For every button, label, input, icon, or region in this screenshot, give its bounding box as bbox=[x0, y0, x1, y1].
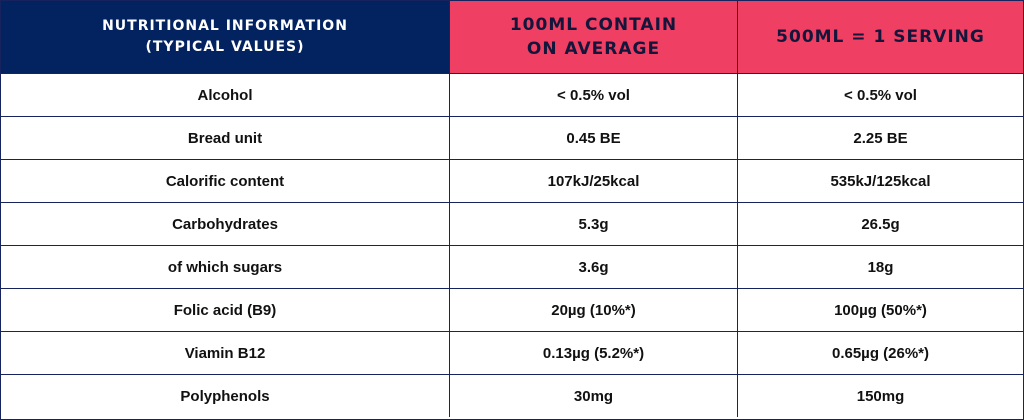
value-per-100ml: 20µg (10%*) bbox=[450, 289, 738, 331]
header-per-100ml: 100ML CONTAIN ON AVERAGE bbox=[450, 1, 738, 73]
value-per-100ml: < 0.5% vol bbox=[450, 74, 738, 116]
nutrient-name: Bread unit bbox=[1, 117, 450, 159]
header-per-serving: 500ML = 1 SERVING bbox=[738, 1, 1023, 73]
nutrient-name: Viamin B12 bbox=[1, 332, 450, 374]
header-line: (TYPICAL VALUES) bbox=[145, 39, 305, 55]
table-row: Viamin B12 0.13µg (5.2%*) 0.65µg (26%*) bbox=[1, 332, 1023, 375]
table-row: Bread unit 0.45 BE 2.25 BE bbox=[1, 117, 1023, 160]
value-per-100ml: 5.3g bbox=[450, 203, 738, 245]
value-per-500ml: 100µg (50%*) bbox=[834, 301, 927, 319]
nutrient-name: Folic acid (B9) bbox=[1, 289, 450, 331]
table-row: Polyphenols 30mg 150mg bbox=[1, 375, 1023, 417]
value-per-500ml: 18g bbox=[867, 258, 894, 276]
header-nutritional-information: NUTRITIONAL INFORMATION (TYPICAL VALUES) bbox=[1, 1, 450, 73]
table-row: Folic acid (B9) 20µg (10%*) 100µg (50%*) bbox=[1, 289, 1023, 332]
value-per-500ml: 2.25 BE bbox=[853, 129, 908, 147]
value-per-500ml: 535kJ/125kcal bbox=[830, 172, 931, 190]
table-row: Calorific content 107kJ/25kcal 535kJ/125kc… bbox=[1, 160, 1023, 203]
header-line: 500ML = 1 SERVING bbox=[776, 27, 985, 47]
value-per-100ml: 30mg bbox=[450, 375, 738, 417]
nutrient-name: Carbohydrates bbox=[1, 203, 450, 245]
header-line: NUTRITIONAL INFORMATION bbox=[102, 18, 348, 34]
nutrient-name: Calorific content bbox=[1, 160, 450, 202]
value-per-500ml: 26.5g bbox=[861, 215, 900, 233]
value-per-100ml: 3.6g bbox=[450, 246, 738, 288]
value-per-500ml: 0.65µg (26%*) bbox=[831, 344, 930, 362]
table-row: Carbohydrates 5.3g 26.5g bbox=[1, 203, 1023, 246]
table-header-row: NUTRITIONAL INFORMATION (TYPICAL VALUES)… bbox=[1, 1, 1023, 74]
table-body: Alcohol < 0.5% vol < 0.5% vol Bread unit 0.4… bbox=[1, 74, 1023, 417]
table-row: of which sugars 3.6g 18g bbox=[1, 246, 1023, 289]
value-per-500ml: < 0.5% vol bbox=[844, 86, 917, 104]
value-per-500ml: 150mg bbox=[856, 387, 905, 405]
nutrient-name: Polyphenols bbox=[1, 375, 450, 417]
value-per-100ml: 0.45 BE bbox=[450, 117, 738, 159]
value-per-100ml: 0.13µg (5.2%*) bbox=[450, 332, 738, 374]
table-row: Alcohol < 0.5% vol < 0.5% vol bbox=[1, 74, 1023, 117]
nutrient-name: of which sugars bbox=[1, 246, 450, 288]
header-line: 100ML CONTAIN bbox=[509, 15, 678, 35]
value-per-100ml: 107kJ/25kcal bbox=[450, 160, 738, 202]
nutrient-name: Alcohol bbox=[1, 74, 450, 116]
header-line: ON AVERAGE bbox=[526, 39, 661, 59]
